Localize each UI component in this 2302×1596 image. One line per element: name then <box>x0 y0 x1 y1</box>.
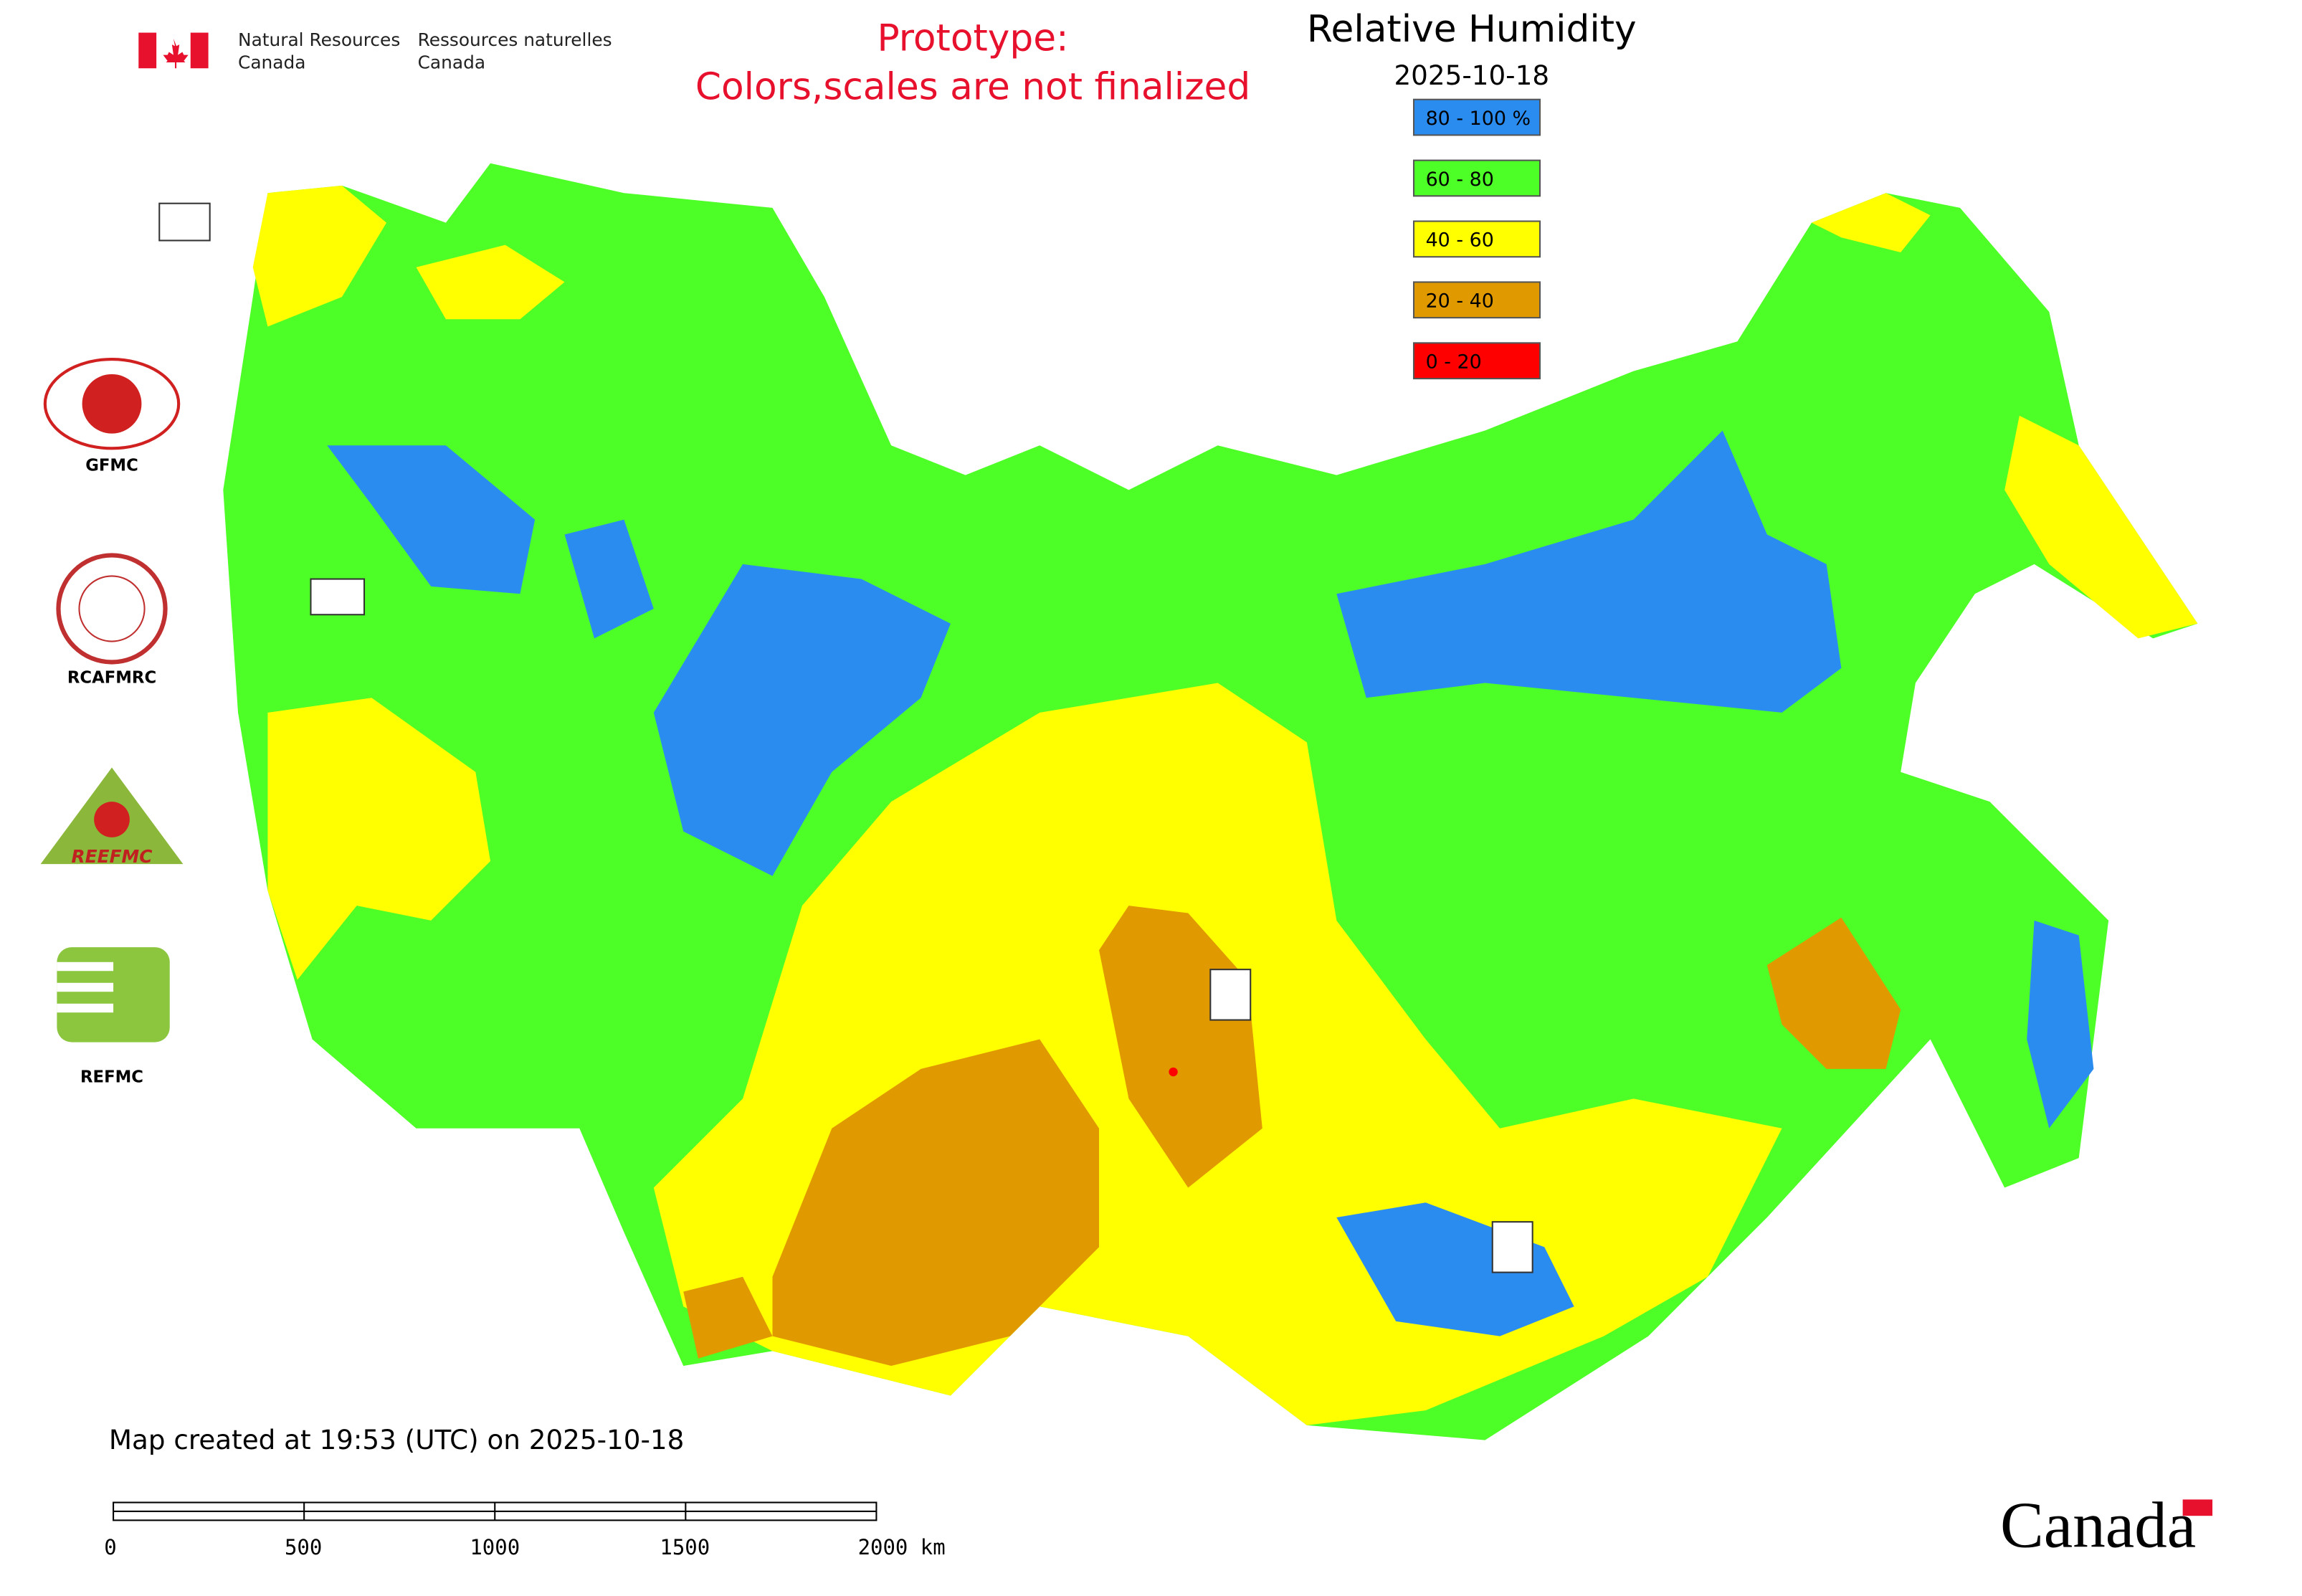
legend-label: 0 - 20 <box>1426 351 1482 374</box>
logo-label: REFMC <box>80 1068 143 1087</box>
scale-label: 1000 <box>470 1535 520 1559</box>
legend: 80 - 100 % 60 - 80 40 - 60 20 - 40 0 - 20 <box>1412 98 1541 380</box>
map-stations <box>158 202 1533 1273</box>
legend-swatch <box>1412 281 1541 319</box>
wordmark-flag <box>2182 1499 2213 1516</box>
logo-label: GFMC <box>85 456 138 475</box>
scale-label: 500 <box>285 1535 322 1559</box>
scale-bar <box>113 1501 877 1521</box>
legend-label: 60 - 80 <box>1426 168 1494 191</box>
scale-labels: 0 500 1000 1500 2000 km <box>104 1535 945 1559</box>
legend-swatch <box>1412 342 1541 380</box>
notice: Prototype: <box>877 16 1068 60</box>
logo-label: RCAFMRC <box>67 669 156 688</box>
agency-fr-line: Ressources naturelles <box>418 29 612 50</box>
legend-date: 2025-10-18 <box>1394 60 1549 91</box>
region <box>416 244 565 320</box>
legend-swatch <box>1412 220 1541 258</box>
logo-reefmc <box>40 767 184 865</box>
region <box>653 564 951 876</box>
legend-label: 40 - 60 <box>1426 229 1494 252</box>
legend-title: Relative Humidity <box>1307 8 1637 51</box>
canada-wordmark: Canada <box>2000 1489 2196 1562</box>
agency-en-line: Natural Resources <box>238 29 400 50</box>
legend-label: 20 - 40 <box>1426 290 1494 313</box>
region <box>1169 1067 1178 1077</box>
canada-flag <box>138 32 209 69</box>
region <box>327 445 536 594</box>
agency-en-line: Canada <box>238 52 305 72</box>
logo-refmc <box>57 947 170 1042</box>
region <box>564 519 654 639</box>
region <box>1766 917 1901 1069</box>
region <box>2004 415 2198 639</box>
region <box>772 1039 1100 1367</box>
region <box>1336 430 1842 713</box>
logo-gfmc <box>43 358 181 450</box>
scale-label: 1500 <box>660 1535 710 1559</box>
logo-rcafmrc <box>56 553 168 665</box>
footer-text: Map created at 19:53 (UTC) on 2025-10-18 <box>109 1424 684 1455</box>
legend-label: 80 - 100 % <box>1426 108 1531 130</box>
logo-label: REEFMC <box>72 846 153 867</box>
agency-fr-line: Canada <box>418 52 485 72</box>
scale-label: 0 <box>104 1535 116 1559</box>
notice: Colors,scales are not finalized <box>695 66 1250 109</box>
legend-swatch <box>1412 159 1541 197</box>
region <box>2027 920 2094 1129</box>
region <box>267 698 491 980</box>
region <box>252 185 387 327</box>
scale-label: 2000 km <box>858 1535 946 1559</box>
legend-swatch <box>1412 98 1541 136</box>
region <box>683 1276 773 1359</box>
